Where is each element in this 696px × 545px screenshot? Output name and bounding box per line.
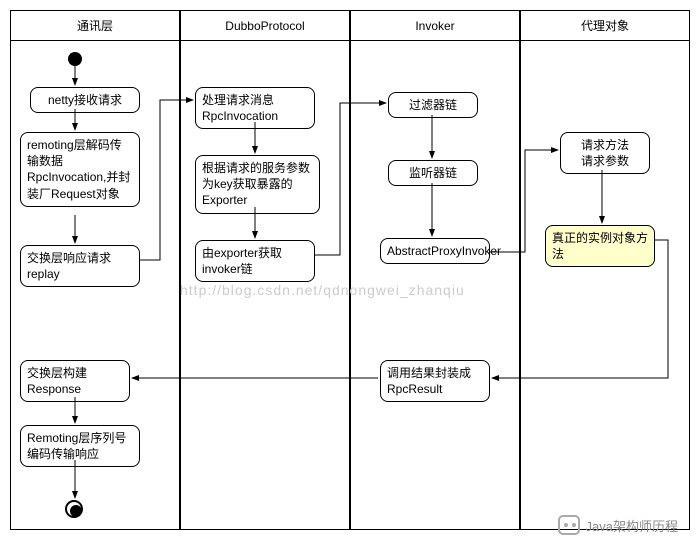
- lane-header: Invoker: [351, 11, 519, 41]
- wechat-icon: [558, 515, 580, 535]
- end-dot: [65, 500, 83, 518]
- start-dot: [68, 52, 82, 66]
- node-get-invoker: 由exporter获取invoker链: [195, 240, 315, 282]
- lane-header: 通讯层: [11, 11, 179, 41]
- node-exporter-lookup: 根据请求的服务参数为key获取暴露的Exporter: [195, 155, 320, 214]
- node-rpc-result: 调用结果封装成RpcResult: [380, 360, 490, 402]
- lane-header: DubboProtocol: [181, 11, 349, 41]
- node-real-instance: 真正的实例对象方法: [545, 225, 655, 267]
- node-exchange-response: 交换层构建Response: [20, 360, 130, 402]
- lane-invoker: Invoker: [350, 10, 520, 530]
- node-request-method: 请求方法 请求参数: [560, 132, 650, 174]
- node-abstract-proxy: AbstractProxyInvoker: [380, 238, 490, 264]
- node-exchange-replay: 交换层响应请求replay: [20, 245, 140, 287]
- lane-proxy: 代理对象: [520, 10, 690, 530]
- lane-header: 代理对象: [521, 11, 689, 41]
- footer-text: Java架构师历程: [586, 516, 678, 535]
- node-filter-chain: 过滤器链: [388, 92, 478, 118]
- node-remoting-decode: remoting层解码传输数据RpcInvocation,并封装厂Request…: [20, 132, 140, 207]
- node-listener-chain: 监听器链: [388, 160, 478, 186]
- watermark-text: http://blog.csdn.net/qdnongwei_zhanqiu: [180, 282, 465, 298]
- node-rpc-invocation: 处理请求消息RpcInvocation: [195, 87, 315, 129]
- footer: Java架构师历程: [558, 515, 678, 535]
- node-remoting-encode: Remoting层序列号编码传输响应: [20, 425, 140, 467]
- node-netty: netty接收请求: [30, 87, 140, 113]
